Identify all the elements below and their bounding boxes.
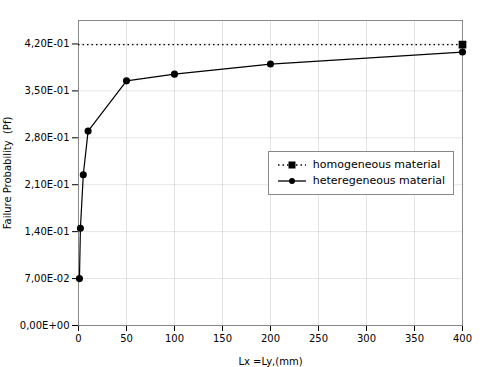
svg-text:50: 50 <box>120 333 133 344</box>
html-text:homogeneous material: homogeneous material <box>312 157 441 171</box>
svg-text:400: 400 <box>453 333 472 344</box>
svg-text:7,00E-02: 7,00E-02 <box>25 273 70 284</box>
svg-text:1,40E-01: 1,40E-01 <box>25 226 70 237</box>
svg-text:2,80E-01: 2,80E-01 <box>25 132 70 143</box>
svg-text:250: 250 <box>309 333 328 344</box>
svg-text:0: 0 <box>75 333 81 344</box>
html-text:heteregeneous material: heteregeneous material <box>312 173 445 187</box>
svg-text:200: 200 <box>261 333 280 344</box>
svg-text:Lx =Ly,(mm): Lx =Ly,(mm) <box>238 356 302 367</box>
svg-text:Failure Probability (Pf): Failure Probability (Pf) <box>2 117 13 230</box>
svg-text:2,10E-01: 2,10E-01 <box>25 179 70 190</box>
svg-text:100: 100 <box>165 333 184 344</box>
svg-text:0,00E+00: 0,00E+00 <box>20 320 70 331</box>
svg-text:3,50E-01: 3,50E-01 <box>25 85 70 96</box>
svg-text:300: 300 <box>357 333 376 344</box>
svg-text:350: 350 <box>405 333 424 344</box>
svg-text:150: 150 <box>213 333 232 344</box>
svg-text:4,20E-01: 4,20E-01 <box>25 38 70 49</box>
